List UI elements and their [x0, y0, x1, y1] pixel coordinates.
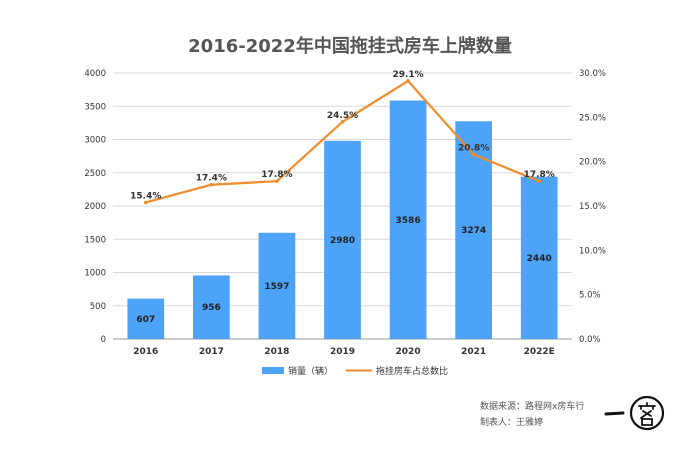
bar-value-label: 3586: [396, 216, 421, 226]
bar-value-label: 3274: [461, 226, 486, 236]
bar-value-label: 2440: [527, 254, 552, 264]
chart-title: 2016-2022年中国拖挂式房车上牌数量: [188, 35, 512, 57]
line-value-label: 17.8%: [261, 170, 292, 180]
line-value-label: 24.5%: [327, 111, 358, 121]
x-tick-label: 2018: [264, 347, 289, 357]
line-point: [406, 79, 410, 83]
bar: [324, 140, 361, 339]
y-left-tick-label: 4000: [84, 69, 106, 79]
line-value-label: 20.8%: [458, 144, 489, 154]
y-right-tick-label: 20.0%: [579, 158, 606, 168]
y-right-tick-label: 5.0%: [579, 291, 601, 301]
bar: [520, 176, 558, 339]
line-value-label: 17.8%: [524, 170, 555, 180]
y-right-tick-label: 25.0%: [579, 113, 606, 123]
line-point: [143, 200, 148, 205]
x-tick-label: 2020: [396, 347, 421, 357]
bar-value-label: 956: [202, 303, 221, 313]
right-axis: 0.0% 5.0% 10.0% 15.0% 20.0% 25.0% 30.0%: [579, 69, 606, 345]
logo-mark: [604, 395, 665, 431]
line-value-label: 17.4%: [196, 174, 227, 184]
y-right-tick-label: 30.0%: [579, 69, 606, 79]
x-tick-label: 2016: [133, 347, 158, 357]
source-line: 数据来源：路程网x房车行: [480, 402, 585, 412]
y-left-tick-label: 2500: [84, 169, 106, 179]
bar-value-label: 2980: [330, 236, 355, 246]
y-right-tick-label: 10.0%: [579, 246, 606, 256]
legend-bar-label: 销量（辆）: [288, 365, 333, 377]
bar-value-label: 1597: [264, 282, 289, 292]
bar-value-label: 607: [136, 315, 155, 325]
line-point: [537, 179, 542, 183]
left-axis: 0 500 1000 1500 2000 2500 3000 3500 4000: [84, 69, 106, 345]
line-point: [275, 179, 279, 183]
x-axis: 2016 2017 2018 2019 2020 2021 2022E: [133, 347, 555, 357]
y-right-tick-label: 15.0%: [579, 202, 606, 212]
x-tick-label: 2022E: [524, 347, 555, 357]
y-left-tick-label: 500: [90, 302, 106, 312]
line-value-label: 29.1%: [392, 70, 423, 80]
bar: [127, 298, 165, 339]
y-left-tick-label: 1500: [84, 235, 106, 245]
line-point: [209, 182, 214, 187]
y-left-tick-label: 2000: [84, 202, 106, 212]
bar: [192, 275, 230, 339]
y-left-tick-label: 3500: [84, 102, 106, 112]
x-tick-label: 2021: [461, 347, 486, 357]
y-right-tick-label: 0.0%: [579, 335, 601, 345]
bar: [389, 100, 427, 339]
y-left-tick-label: 3000: [84, 136, 106, 146]
author-line: 制表人：王雅婷: [480, 418, 544, 428]
line-point: [340, 119, 345, 124]
x-tick-label: 2017: [199, 347, 224, 357]
legend-line-label: 拖挂房车占总数比: [376, 365, 448, 377]
bar: [455, 121, 493, 340]
bar: [258, 232, 296, 339]
data-source: 数据来源：路程网x房车行 制表人：王雅婷: [480, 399, 584, 431]
x-tick-label: 2019: [330, 347, 355, 357]
y-left-tick-label: 1000: [84, 269, 106, 279]
legend: 销量（辆） 拖挂房车占总数比: [262, 365, 448, 377]
logo: [603, 394, 671, 432]
bar-series: 607 956 1597 2980 3586 3274 2440: [127, 100, 558, 340]
y-left-tick-label: 0: [101, 335, 106, 345]
line-point: [471, 152, 476, 157]
line-series: 15.4% 17.4% 17.8% 24.5% 29.1% 20.8% 17.8%: [130, 70, 555, 205]
line-value-label: 15.4%: [130, 191, 161, 201]
legend-bar-swatch: [262, 367, 284, 374]
